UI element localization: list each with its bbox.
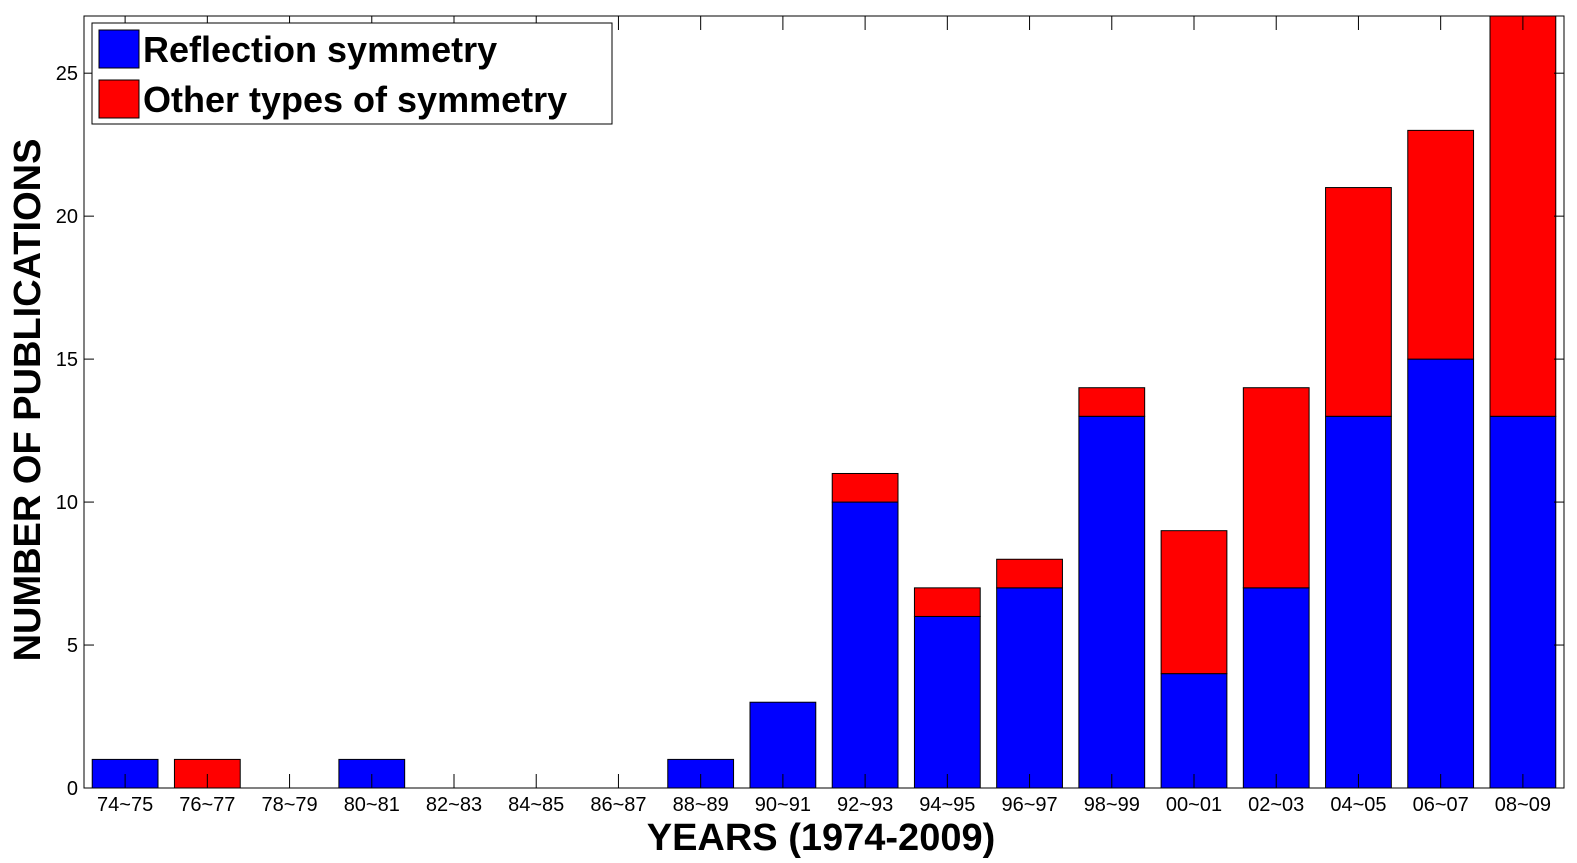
y-tick-label: 20 — [56, 206, 78, 228]
y-tick-label: 25 — [56, 63, 78, 85]
x-axis: 74~75 76~77 78~79 80~81 82~83 84~85 86~87 88~89… — [97, 16, 1551, 816]
bar-reflection-08~09 — [1489, 415, 1557, 789]
x-tick-label-04~05: 04~05 — [1330, 794, 1386, 816]
bar-reflection-02~03 — [1242, 587, 1310, 789]
x-tick-label-92~93: 92~93 — [837, 794, 893, 816]
x-tick-label-86~87: 86~87 — [590, 794, 646, 816]
x-tick-label-78~79: 78~79 — [261, 794, 317, 816]
bar-other-98~99 — [1078, 387, 1146, 417]
legend-label-other: Other types of symmetry — [143, 79, 567, 120]
x-tick-label-02~03: 02~03 — [1248, 794, 1304, 816]
x-tick-label-80~81: 80~81 — [344, 794, 400, 816]
x-tick-label-82~83: 82~83 — [426, 794, 482, 816]
bar-reflection-00~01 — [1160, 673, 1228, 789]
bar-other-96~97 — [996, 558, 1063, 589]
bar-other-06~07 — [1407, 129, 1475, 360]
legend: Reflection symmetry Other types of symme… — [91, 22, 613, 125]
x-tick-label-96~97: 96~97 — [1001, 794, 1057, 816]
y-tick-label: 0 — [67, 778, 78, 800]
y-tick-label: 5 — [67, 635, 78, 657]
legend-swatch-reflection — [98, 29, 140, 69]
bars-layer — [91, 15, 1557, 789]
y-axis: 0 5 10 15 20 25 — [56, 63, 1564, 800]
legend-box — [91, 22, 613, 125]
bar-other-04~05 — [1325, 187, 1392, 417]
x-tick-label-06~07: 06~07 — [1413, 794, 1469, 816]
x-tick-label-08~09: 08~09 — [1495, 794, 1551, 816]
x-tick-label-76~77: 76~77 — [179, 794, 235, 816]
plot-frame — [83, 15, 1565, 789]
x-tick-label-98~99: 98~99 — [1084, 794, 1140, 816]
bar-other-92~93 — [831, 472, 899, 503]
x-axis-title: YEARS (1974-2009) — [647, 817, 996, 859]
legend-label-reflection: Reflection symmetry — [143, 29, 497, 70]
y-tick-label: 10 — [56, 492, 78, 514]
bar-other-94~95 — [913, 587, 981, 617]
bar-reflection-04~05 — [1325, 415, 1392, 789]
y-tick-label: 15 — [56, 349, 78, 371]
bar-reflection-92~93 — [831, 501, 899, 789]
bar-other-00~01 — [1160, 530, 1228, 675]
y-axis-title: NUMBER OF PUBLICATIONS — [7, 139, 49, 662]
bar-other-08~09 — [1489, 15, 1557, 417]
x-tick-label-74~75: 74~75 — [97, 794, 153, 816]
bar-reflection-96~97 — [996, 587, 1063, 789]
bar-reflection-94~95 — [913, 615, 981, 789]
x-tick-label-00~01: 00~01 — [1166, 794, 1222, 816]
x-tick-label-94~95: 94~95 — [919, 794, 975, 816]
bar-other-02~03 — [1242, 387, 1310, 589]
bar-reflection-98~99 — [1078, 415, 1146, 789]
bar-reflection-06~07 — [1407, 358, 1475, 789]
x-tick-label-88~89: 88~89 — [673, 794, 729, 816]
x-tick-label-84~85: 84~85 — [508, 794, 564, 816]
x-tick-label-90~91: 90~91 — [755, 794, 811, 816]
bar-reflection-90~91 — [749, 701, 817, 789]
legend-swatch-other — [98, 79, 140, 119]
